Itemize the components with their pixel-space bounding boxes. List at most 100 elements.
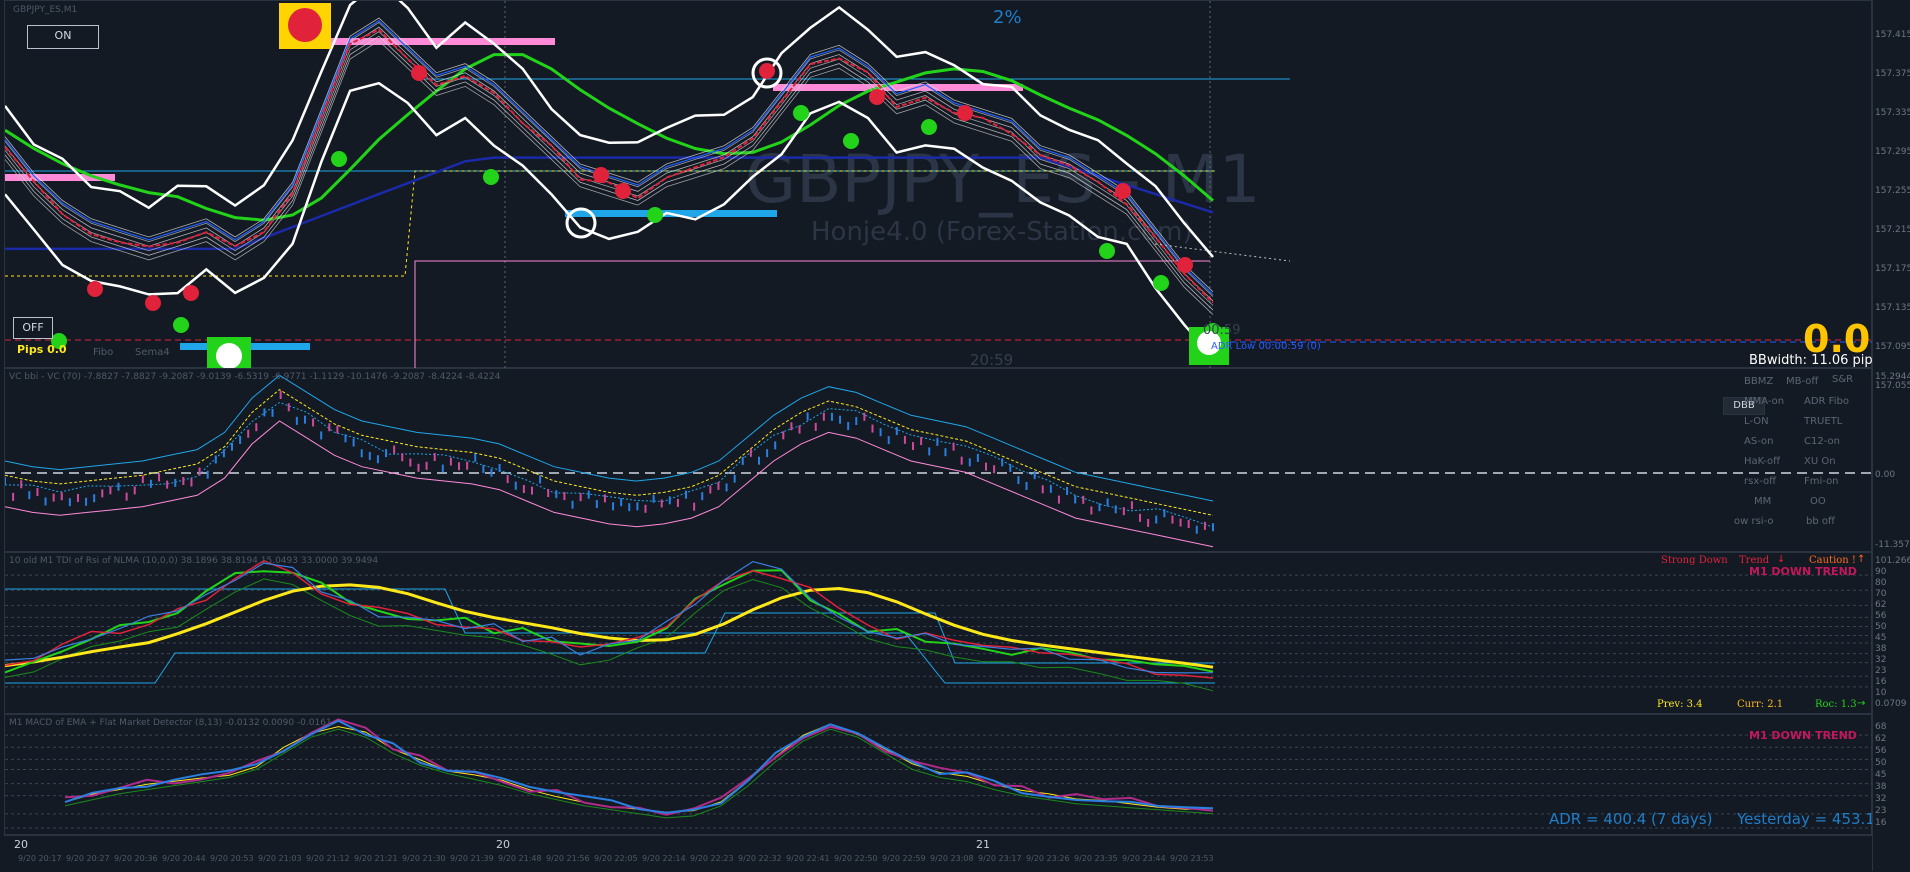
vc-inner-band [5, 401, 1214, 528]
time-left-2: 20:59 [970, 351, 1014, 369]
side-panel-col1-2[interactable]: L-ON [1744, 416, 1769, 427]
bb-lower-line [5, 81, 1214, 358]
tdi-lower-step [5, 612, 1215, 684]
strong-down-label: Strong Down [1661, 555, 1728, 566]
x-small-label-5: 9/20 21:03 [258, 854, 302, 863]
roc-label: Roc: 1.3 [1815, 699, 1857, 710]
red-dot-2 [183, 285, 199, 301]
tdi-upper-step [5, 588, 1215, 684]
macd-blue-line [64, 719, 1214, 814]
time-left: 00:59 [1203, 323, 1241, 338]
side-panel-col2-3[interactable]: C12-on [1804, 436, 1840, 447]
side-panel-col2-6[interactable]: OO [1810, 496, 1826, 507]
x-small-label-11: 9/20 21:56 [546, 854, 590, 863]
x-small-label-10: 9/20 21:48 [498, 854, 542, 863]
yesterday-text: Yesterday = 453.1 [1737, 810, 1875, 828]
price-chart[interactable] [5, 1, 1873, 369]
time-axis: 20 20 21 9/20 20:17 9/20 20:27 9/20 20:36 9… [4, 835, 1872, 872]
fibo-label: Fibo [93, 347, 114, 358]
side-panel-col1-0[interactable]: BBMZ [1744, 376, 1774, 387]
price-tick-6: 157.175 [1875, 264, 1910, 274]
x-small-label-6: 9/20 21:12 [306, 854, 350, 863]
tdi-tick-12: 10 [1875, 688, 1887, 698]
macd-chart[interactable] [5, 715, 1873, 836]
x-label-2: 21 [976, 838, 990, 851]
macd-tick-3: 50 [1875, 758, 1887, 768]
slow-ma-line [5, 156, 1214, 251]
side-panel-col1-3[interactable]: AS-on [1744, 436, 1774, 447]
price-axis: 157.415 157.375 157.335 157.295 157.255 157.2… [1872, 0, 1910, 871]
adr-text: ADR = 400.4 (7 days) [1549, 810, 1713, 828]
macd-header: M1 MACD of EMA + Flat Market Detector (8… [9, 718, 332, 728]
x-small-label-3: 9/20 20:44 [162, 854, 206, 863]
red-price-line [5, 28, 1214, 304]
tdi-tick-13: 0.0709 [1875, 699, 1907, 709]
side-panel-col1-6[interactable]: MM [1754, 496, 1772, 507]
tdi-tick-8: 38 [1875, 644, 1887, 654]
vc-mid-band [5, 388, 1214, 516]
prev-label: Prev: 3.4 [1657, 699, 1703, 710]
red-dot-7 [869, 89, 885, 105]
ribbon-line-3 [5, 26, 1214, 302]
tdi-trend-text: M1 DOWN TREND [1749, 565, 1857, 578]
price-pane[interactable]: GBPJPY_ES - M1 Honje4.0 (Forex-Station.c… [4, 0, 1879, 369]
tdi-pane[interactable]: 10 old M1 TDI of Rsi of NLMA (10,0,0) 38… [4, 552, 1873, 715]
macd-tick-6: 32 [1875, 794, 1887, 804]
red-dot-0 [87, 281, 103, 297]
vc-tick-2: -11.3572 [1875, 540, 1910, 550]
red-dot-6 [759, 63, 775, 79]
tdi-yellow-line [5, 583, 1214, 669]
side-panel-col2-2[interactable]: TRUETL [1804, 416, 1843, 427]
tdi-tick-7: 45 [1875, 633, 1887, 643]
vc-chart[interactable] [5, 369, 1873, 553]
green-dot-1 [173, 317, 189, 333]
tdi-tick-9: 32 [1875, 655, 1887, 665]
bbwidth-label: BBwidth: 11.06 pips [1749, 353, 1880, 368]
x-label-1: 20 [496, 838, 510, 851]
sell-marker-ring [751, 57, 783, 89]
side-panel-col1-1[interactable]: MMA-on [1744, 396, 1785, 407]
side-panel-col2-1[interactable]: ADR Fibo [1804, 396, 1849, 407]
x-small-label-16: 9/20 22:41 [786, 854, 830, 863]
green-dot-7 [921, 119, 937, 135]
tdi-tick-10: 23 [1875, 666, 1887, 676]
tdi-tick-6: 50 [1875, 622, 1887, 632]
price-tick-1: 157.375 [1875, 69, 1910, 79]
side-panel-col2-4[interactable]: XU On [1804, 456, 1836, 467]
arrow-down-icon: ↓ [1777, 554, 1786, 565]
macd-tick-0: 68 [1875, 722, 1887, 732]
side-panel-col1-4[interactable]: HaK-off [1744, 456, 1780, 467]
tdi-tick-5: 56 [1875, 611, 1887, 621]
price-tick-4: 157.255 [1875, 186, 1910, 196]
side-panel-col1-7[interactable]: ow rsi-o [1734, 516, 1774, 527]
side-panel-s-r[interactable]: S&R [1832, 374, 1854, 385]
side-panel-col2-7[interactable]: bb off [1806, 516, 1835, 527]
red-dot-1 [145, 295, 161, 311]
macd-tick-4: 45 [1875, 770, 1887, 780]
macd-magenta-line [64, 718, 1214, 816]
side-panel-col1-5[interactable]: rsx-off [1744, 476, 1777, 487]
vc-pane[interactable]: VC bbi - VC (70) -7.8827 -7.8827 -9.2087… [4, 368, 1873, 553]
side-panel-col2-0[interactable]: MB-off [1786, 376, 1819, 387]
x-small-label-23: 9/20 23:44 [1122, 854, 1166, 863]
x-small-label-12: 9/20 22:05 [594, 854, 638, 863]
macd-pane[interactable]: M1 MACD of EMA + Flat Market Detector (8… [4, 714, 1875, 836]
tdi-tick-1: 90 [1875, 567, 1887, 577]
sema-label: Sema4 [135, 347, 170, 358]
on-button[interactable]: ON [27, 25, 99, 49]
x-small-label-22: 9/20 23:35 [1074, 854, 1118, 863]
dbb-button[interactable]: DBB [1723, 397, 1765, 415]
green-dot-5 [793, 105, 809, 121]
green-dot-0 [51, 333, 67, 349]
caution-label: Caution ! [1809, 555, 1856, 566]
vc-header: VC bbi - VC (70) -7.8827 -7.8827 -9.2087… [9, 372, 501, 382]
side-panel-col2-5[interactable]: Fmi-on [1804, 476, 1839, 487]
macd-tick-7: 23 [1875, 806, 1887, 816]
green-dot-8 [1099, 243, 1115, 259]
tdi-chart[interactable] [5, 553, 1873, 715]
tdi-tick-3: 70 [1875, 589, 1887, 599]
arrow-up-icon: ↑ [1857, 554, 1866, 565]
yellow-step-line [5, 170, 1215, 277]
off-button[interactable]: OFF [13, 317, 53, 339]
tdi-tick-11: 16 [1875, 677, 1887, 687]
